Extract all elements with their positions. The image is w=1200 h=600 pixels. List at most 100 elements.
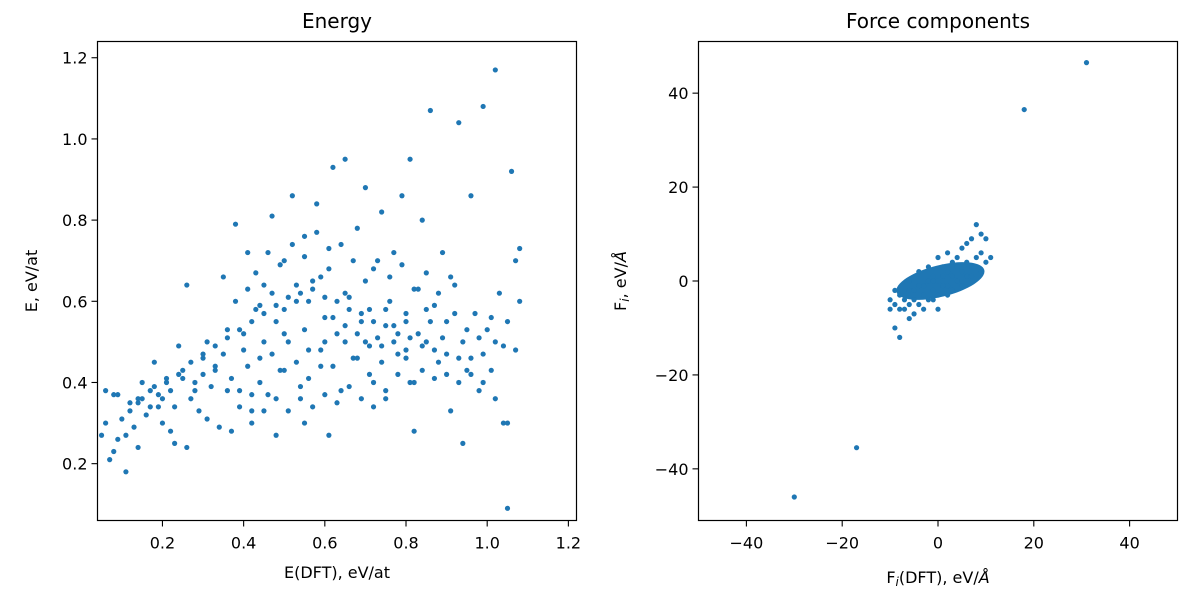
energy-point-125: [151, 383, 157, 390]
energy-point-169: [403, 355, 409, 361]
energy-point-131: [224, 335, 230, 341]
force-point-57: [935, 306, 941, 312]
energy-point-48: [293, 298, 300, 304]
force-y-tick-label-4: 40: [668, 84, 688, 103]
energy-point-81: [427, 107, 433, 114]
energy-point-195: [322, 392, 328, 398]
force-point-2: [853, 445, 860, 451]
force-point-48: [901, 297, 908, 303]
energy-point-142: [358, 310, 364, 317]
energy-point-147: [419, 343, 425, 349]
force-point-50: [897, 306, 903, 312]
energy-point-128: [188, 359, 194, 365]
energy-point-214: [281, 306, 287, 313]
force-point-18: [954, 264, 960, 270]
energy-y-tick-label-2: 0.6: [62, 292, 87, 311]
energy-point-19: [176, 343, 182, 349]
energy-point-2: [107, 457, 113, 463]
energy-x-ticks: 0.2 0.4 0.6 0.8 1.0 1.2: [150, 520, 581, 553]
energy-point-170: [253, 270, 259, 276]
energy-point-240: [212, 363, 218, 369]
force-point-0: [1083, 60, 1090, 66]
energy-point-57: [330, 164, 336, 170]
energy-point-228: [452, 310, 458, 317]
energy-point-162: [318, 347, 324, 353]
force-point-44: [940, 264, 946, 270]
force-point-4: [887, 297, 893, 303]
energy-point-4: [115, 436, 121, 442]
energy-point-230: [476, 335, 482, 341]
energy-point-96: [488, 367, 494, 373]
force-x-label-prefix: F: [886, 568, 895, 587]
energy-point-218: [330, 314, 336, 321]
energy-point-133: [249, 318, 255, 325]
force-point-60: [959, 283, 965, 289]
force-point-7: [901, 306, 908, 312]
energy-point-184: [423, 270, 429, 276]
force-point-35: [959, 245, 965, 251]
energy-point-41: [265, 392, 271, 398]
energy-point-121: [103, 420, 109, 426]
energy-point-116: [167, 428, 174, 434]
force-y-label-sub: i: [618, 298, 632, 302]
energy-chart: Energy 0.2 0.4 0.6 0.8 1.0 1.2 0.2 0.4 0.6 0.8 1.…: [22, 9, 581, 582]
force-y-tick-label-1: −20: [655, 366, 689, 385]
energy-point-33: [232, 221, 239, 227]
energy-point-98: [496, 290, 502, 296]
energy-point-100: [504, 505, 511, 511]
energy-point-75: [403, 310, 409, 317]
force-y-tick-label-3: 20: [668, 178, 688, 197]
energy-point-29: [216, 424, 222, 430]
energy-point-224: [403, 347, 409, 353]
energy-point-187: [224, 388, 230, 394]
force-y-tick-label-2: 0: [678, 272, 688, 291]
force-point-53: [954, 254, 960, 261]
energy-point-24: [196, 408, 202, 414]
energy-point-93: [476, 388, 482, 394]
energy-point-197: [346, 383, 352, 390]
energy-y-tick-label-3: 0.8: [62, 211, 87, 230]
energy-point-91: [468, 193, 474, 199]
energy-point-223: [391, 323, 397, 329]
energy-point-183: [411, 286, 417, 292]
energy-point-206: [456, 379, 462, 386]
energy-point-99: [500, 420, 507, 426]
force-point-65: [949, 287, 955, 293]
energy-point-65: [362, 185, 369, 191]
energy-point-220: [354, 331, 360, 337]
energy-point-58: [334, 331, 340, 337]
force-point-20: [964, 259, 970, 265]
energy-point-26: [204, 339, 210, 345]
force-y-label-prefix: F: [611, 302, 630, 311]
energy-point-83: [435, 359, 442, 365]
force-point-28: [906, 315, 912, 322]
energy-point-36: [245, 249, 251, 256]
force-point-49: [906, 301, 912, 308]
energy-point-172: [277, 262, 283, 268]
energy-point-102: [513, 347, 519, 353]
force-point-1: [1021, 106, 1027, 113]
force-point-30: [921, 306, 927, 312]
energy-point-225: [415, 331, 421, 337]
energy-point-189: [249, 392, 255, 398]
energy-point-60: [342, 156, 348, 162]
energy-point-205: [444, 371, 450, 377]
force-x-ticks: −40 −20 0 20 40: [730, 520, 1140, 553]
energy-point-55: [322, 314, 328, 321]
energy-point-248: [362, 339, 369, 345]
energy-point-42: [269, 213, 275, 219]
energy-point-66: [366, 371, 373, 377]
force-point-26: [892, 325, 898, 331]
energy-point-140: [334, 298, 340, 304]
force-point-46: [921, 283, 927, 289]
energy-point-210: [232, 298, 239, 304]
energy-point-56: [326, 245, 332, 252]
energy-point-193: [297, 396, 304, 402]
energy-point-179: [362, 278, 369, 284]
force-point-38: [925, 297, 932, 303]
force-point-22: [973, 254, 979, 261]
energy-point-239: [200, 371, 206, 377]
force-point-24: [983, 259, 989, 265]
energy-y-ticks: 0.2 0.4 0.6 0.8 1.0 1.2: [62, 49, 98, 474]
